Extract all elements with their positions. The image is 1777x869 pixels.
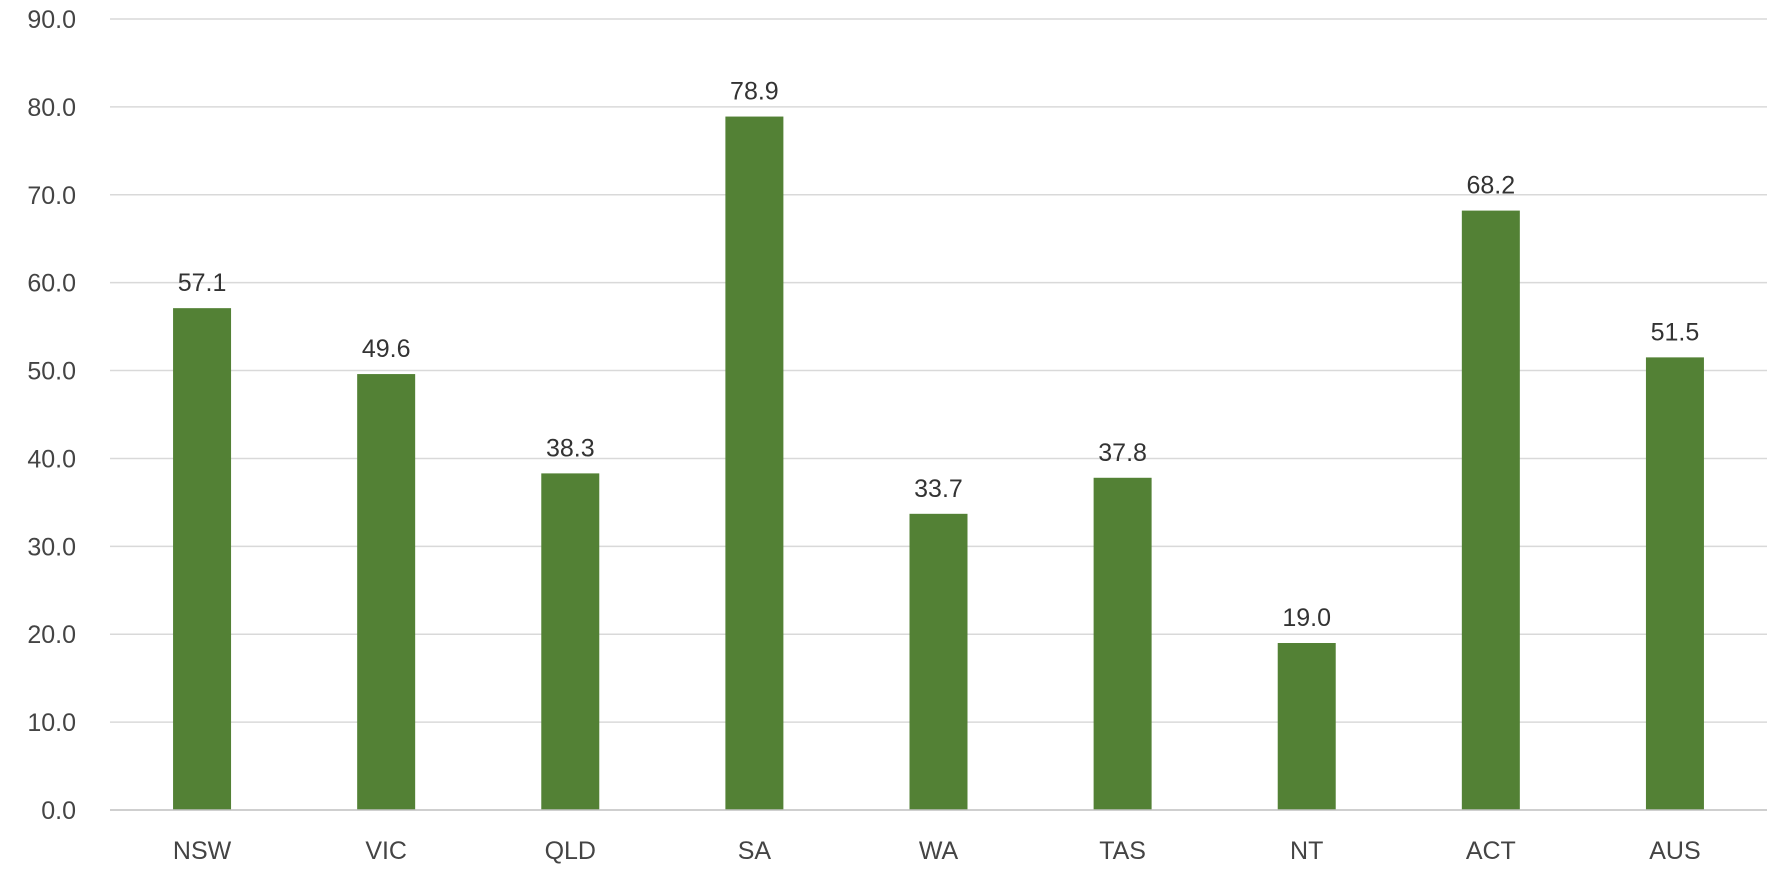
data-label-sa: 78.9 bbox=[730, 78, 779, 106]
category-label-nsw: NSW bbox=[173, 837, 232, 865]
category-label-sa: SA bbox=[738, 837, 772, 865]
y-tick-label: 50.0 bbox=[27, 358, 76, 386]
y-tick-label: 90.0 bbox=[27, 6, 76, 34]
category-label-aus: AUS bbox=[1649, 837, 1700, 865]
data-labels: 57.1 49.6 38.3 78.9 33.7 37.8 19.0 68.2 51.5 bbox=[178, 78, 1700, 632]
bars bbox=[173, 116, 1704, 811]
category-label-tas: TAS bbox=[1099, 837, 1146, 865]
bar-tas bbox=[1093, 477, 1152, 810]
y-tick-label: 80.0 bbox=[27, 94, 76, 122]
bar-vic bbox=[357, 374, 416, 810]
category-label-nt: NT bbox=[1290, 837, 1323, 865]
data-label-wa: 33.7 bbox=[914, 475, 963, 503]
y-tick-label: 70.0 bbox=[27, 182, 76, 210]
category-label-vic: VIC bbox=[365, 837, 407, 865]
data-label-nt: 19.0 bbox=[1282, 604, 1331, 632]
data-label-aus: 51.5 bbox=[1651, 318, 1700, 346]
bar-act bbox=[1461, 210, 1520, 810]
data-label-qld: 38.3 bbox=[546, 434, 595, 462]
y-tick-label: 0.0 bbox=[41, 797, 76, 825]
data-label-act: 68.2 bbox=[1466, 172, 1515, 200]
y-tick-label: 20.0 bbox=[27, 621, 76, 649]
x-axis-category-labels: NSW VIC QLD SA WA TAS NT ACT AUS bbox=[173, 837, 1701, 865]
y-tick-label: 60.0 bbox=[27, 270, 76, 298]
y-axis-tick-labels: 0.0 10.0 20.0 30.0 40.0 50.0 60.0 70.0 80.0 90.0 bbox=[27, 6, 76, 825]
bar-aus bbox=[1645, 357, 1704, 810]
data-label-tas: 37.8 bbox=[1098, 439, 1147, 467]
bar-nsw bbox=[173, 308, 232, 810]
bar-qld bbox=[541, 473, 600, 810]
bar-wa bbox=[909, 513, 968, 810]
bar-nt bbox=[1277, 643, 1336, 810]
data-label-vic: 49.6 bbox=[362, 335, 411, 363]
category-label-qld: QLD bbox=[545, 837, 596, 865]
category-label-wa: WA bbox=[919, 837, 959, 865]
y-tick-label: 40.0 bbox=[27, 445, 76, 473]
bar-sa bbox=[725, 116, 784, 811]
category-label-act: ACT bbox=[1466, 837, 1516, 865]
data-label-nsw: 57.1 bbox=[178, 269, 227, 297]
y-tick-label: 10.0 bbox=[27, 709, 76, 737]
y-tick-label: 30.0 bbox=[27, 533, 76, 561]
